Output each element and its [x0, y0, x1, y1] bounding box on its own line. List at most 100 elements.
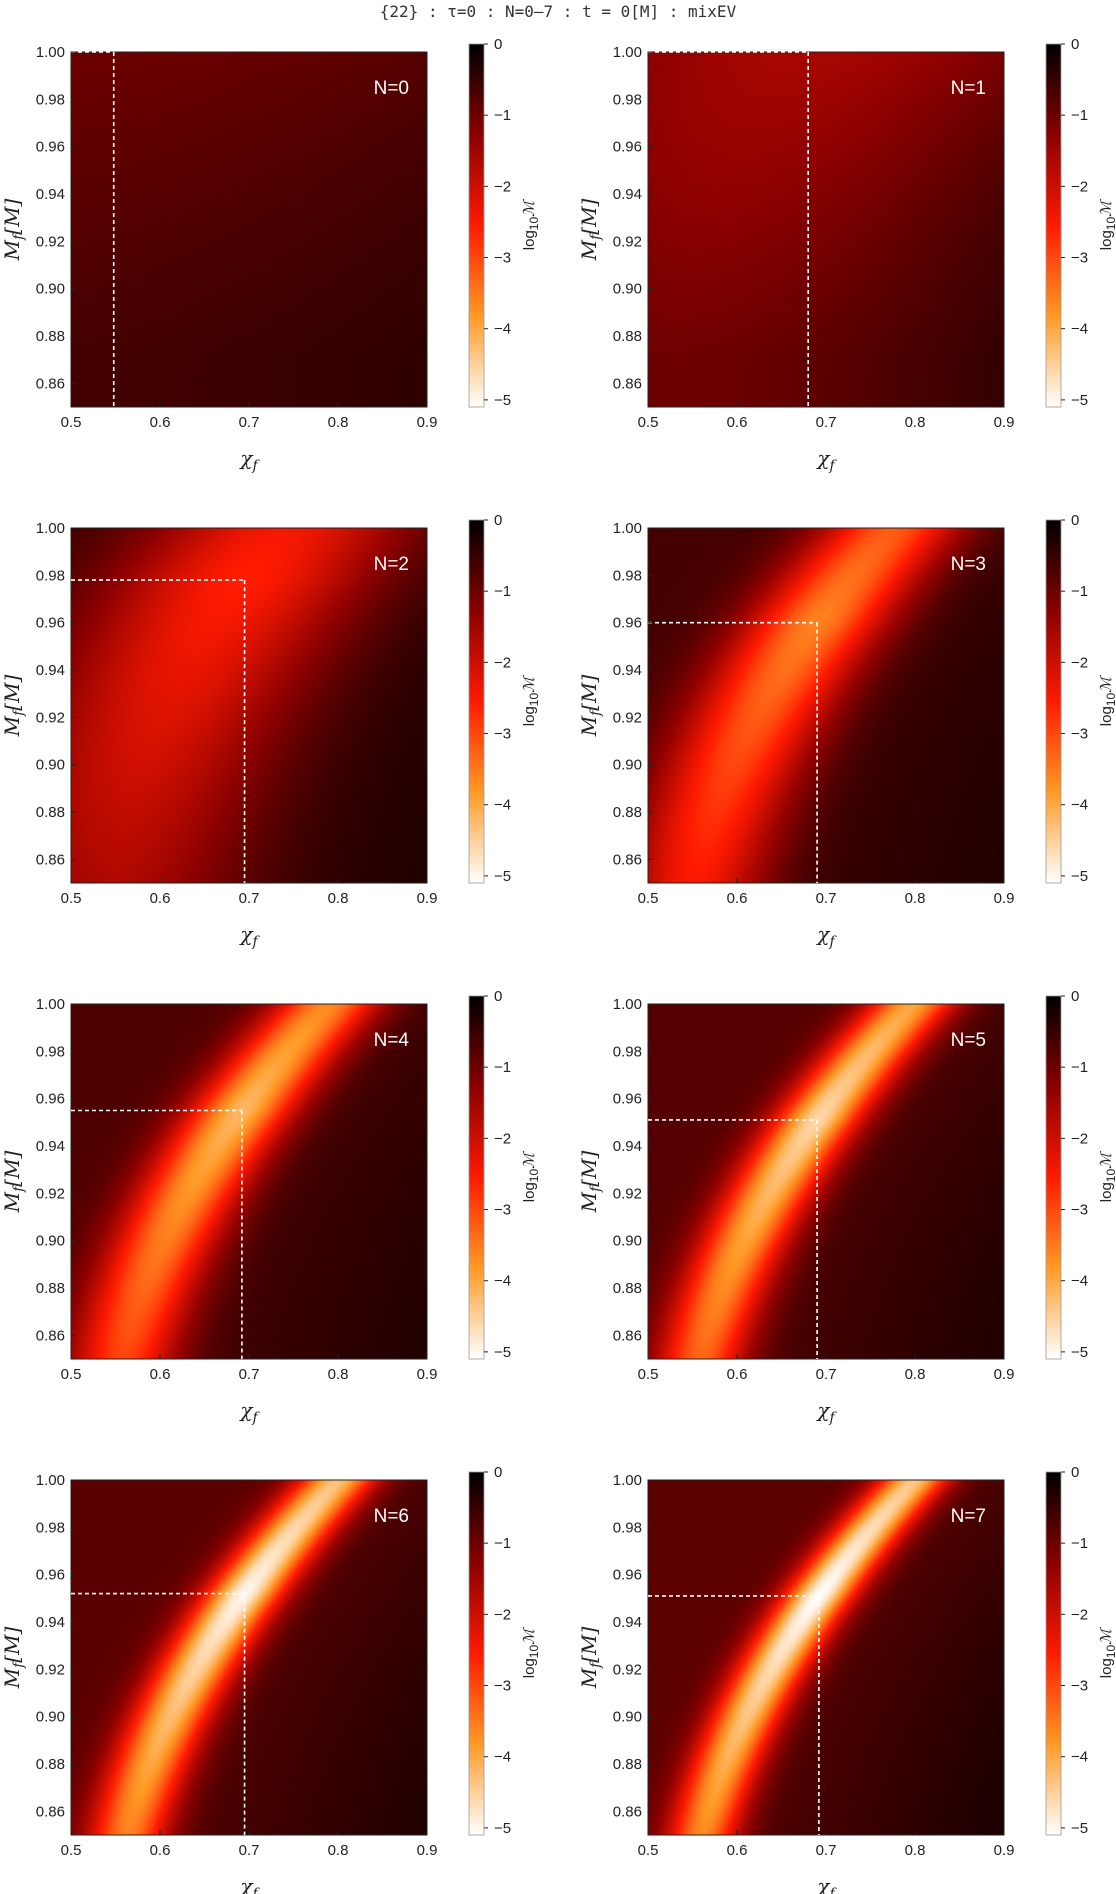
colorbar-tick-label: 0 — [1071, 512, 1079, 529]
y-tick-label: 0.92 — [36, 233, 65, 250]
y-tick-label: 0.86 — [36, 1803, 65, 1820]
y-tick-label: 1.00 — [36, 520, 65, 537]
y-tick-label: 0.98 — [613, 1519, 642, 1536]
x-axis-label: χf — [238, 446, 260, 474]
colorbar-tick-label: −3 — [494, 1678, 511, 1695]
y-tick-label: 0.94 — [36, 1138, 65, 1155]
y-tick-label: 0.98 — [613, 567, 642, 584]
y-tick-label: 1.00 — [613, 996, 642, 1013]
colorbar-tick-label: −3 — [494, 726, 511, 743]
colorbar-tick-label: −4 — [494, 321, 511, 338]
colorbar-tick-label: −2 — [1071, 178, 1088, 195]
colorbar — [1045, 1471, 1062, 1836]
colorbar-tick-label: 0 — [494, 1464, 502, 1481]
x-tick-label: 0.9 — [994, 890, 1015, 907]
colorbar-tick-label: −5 — [1071, 392, 1088, 409]
y-tick-label: 0.86 — [613, 1803, 642, 1820]
x-tick-label: 0.8 — [328, 1366, 349, 1383]
colorbar-tick-label: −3 — [494, 1202, 511, 1219]
x-tick-label: 0.6 — [150, 414, 171, 431]
y-tick-label: 0.92 — [613, 709, 642, 726]
y-axis-label: Mf[M] — [577, 198, 604, 261]
y-tick-label: 0.96 — [613, 1567, 642, 1584]
panel-n5: N=5 0.5 0.6 0.7 0.8 0.9 0.86 0.88 0.90 0.92 0.94 0.… — [577, 988, 1116, 1426]
colorbar-tick-label: −5 — [494, 1344, 511, 1361]
colorbar-label: log10ℳ — [1097, 199, 1116, 250]
y-tick-label: 0.94 — [36, 662, 65, 679]
colorbar-tick-label: −2 — [494, 178, 511, 195]
colorbar-tick-label: −3 — [1071, 1678, 1088, 1695]
colorbar-tick-label: −1 — [494, 107, 511, 124]
colorbar-tick-label: −3 — [1071, 1202, 1088, 1219]
y-tick-label: 0.96 — [36, 1091, 65, 1108]
x-tick-label: 0.6 — [727, 1842, 748, 1859]
x-tick-label: 0.8 — [905, 414, 926, 431]
x-axis-label: χf — [815, 446, 837, 474]
y-tick-label: 0.86 — [36, 1327, 65, 1344]
colorbar-label: log10ℳ — [520, 1627, 541, 1678]
x-tick-label: 0.9 — [994, 1366, 1015, 1383]
y-tick-label: 1.00 — [36, 996, 65, 1013]
panel-n2: N=2 0.5 0.6 0.7 0.8 0.9 0.86 0.88 0.90 0.92 0.94 0.… — [0, 512, 541, 950]
x-axis-label: χf — [815, 1398, 837, 1426]
x-tick-label: 0.5 — [638, 1842, 659, 1859]
heatmap-raster — [648, 528, 1004, 883]
x-tick-label: 0.9 — [994, 414, 1015, 431]
x-tick-label: 0.9 — [417, 1366, 438, 1383]
y-tick-label: 0.88 — [36, 328, 65, 345]
x-tick-label: 0.5 — [638, 414, 659, 431]
colorbar-tick-label: −1 — [1071, 107, 1088, 124]
panel-label: N=4 — [374, 1030, 410, 1051]
x-tick-label: 0.9 — [994, 1842, 1015, 1859]
y-tick-label: 0.94 — [613, 186, 642, 203]
panel-n0: N=0 0.5 0.6 0.7 0.8 0.9 0.86 0.88 0.90 0.92 0.94 0.… — [0, 36, 541, 474]
panel-label: N=5 — [951, 1030, 986, 1051]
x-tick-label: 0.6 — [727, 890, 748, 907]
colorbar-tick-label: −1 — [1071, 1535, 1088, 1552]
y-tick-label: 0.90 — [36, 1233, 65, 1250]
colorbar-tick-label: −5 — [1071, 1820, 1088, 1837]
panel-label: N=6 — [374, 1506, 409, 1527]
y-tick-label: 0.94 — [613, 1614, 642, 1631]
colorbar-tick-label: −2 — [494, 1606, 511, 1623]
y-tick-label: 0.98 — [36, 91, 65, 108]
x-tick-label: 0.9 — [417, 414, 438, 431]
y-tick-label: 0.90 — [613, 281, 642, 298]
colorbar-tick-label: −4 — [1071, 1273, 1088, 1290]
colorbar-tick-label: −1 — [494, 583, 511, 600]
figure-title: {22} : τ=0 : N=0–7 : t = 0[M] : mixEV — [379, 2, 737, 21]
x-tick-label: 0.7 — [816, 414, 837, 431]
y-tick-label: 0.94 — [36, 1614, 65, 1631]
panel-n6: N=6 0.5 0.6 0.7 0.8 0.9 0.86 0.88 0.90 0.92 0.94 0.… — [0, 1464, 541, 1894]
y-tick-label: 0.90 — [613, 1709, 642, 1726]
heatmap-raster — [71, 528, 427, 883]
colorbar-label: log10ℳ — [1097, 675, 1116, 726]
y-tick-label: 0.90 — [36, 1709, 65, 1726]
y-tick-label: 0.92 — [36, 1661, 65, 1678]
panel-label: N=7 — [951, 1506, 986, 1527]
colorbar-tick-label: −5 — [494, 392, 511, 409]
x-tick-label: 0.7 — [239, 1366, 260, 1383]
heatmap-raster — [648, 52, 1004, 407]
x-tick-label: 0.5 — [61, 1366, 82, 1383]
colorbar-tick-label: −1 — [494, 1059, 511, 1076]
x-tick-label: 0.5 — [638, 890, 659, 907]
y-axis-label: Mf[M] — [0, 674, 27, 737]
y-tick-label: 0.98 — [613, 1043, 642, 1060]
y-tick-label: 1.00 — [613, 1472, 642, 1489]
colorbar-tick-label: −4 — [494, 797, 511, 814]
colorbar-tick-label: 0 — [1071, 36, 1079, 53]
y-tick-label: 0.92 — [613, 1185, 642, 1202]
colorbar — [468, 43, 485, 408]
y-tick-label: 0.92 — [613, 233, 642, 250]
x-tick-label: 0.6 — [727, 414, 748, 431]
y-tick-label: 0.92 — [613, 1661, 642, 1678]
y-tick-label: 0.90 — [36, 281, 65, 298]
x-tick-label: 0.8 — [905, 890, 926, 907]
colorbar-label: log10ℳ — [1097, 1151, 1116, 1202]
colorbar — [1045, 995, 1062, 1360]
y-tick-label: 0.96 — [613, 615, 642, 632]
colorbar-tick-label: −4 — [494, 1273, 511, 1290]
y-tick-label: 0.88 — [36, 804, 65, 821]
colorbar — [1045, 43, 1062, 408]
